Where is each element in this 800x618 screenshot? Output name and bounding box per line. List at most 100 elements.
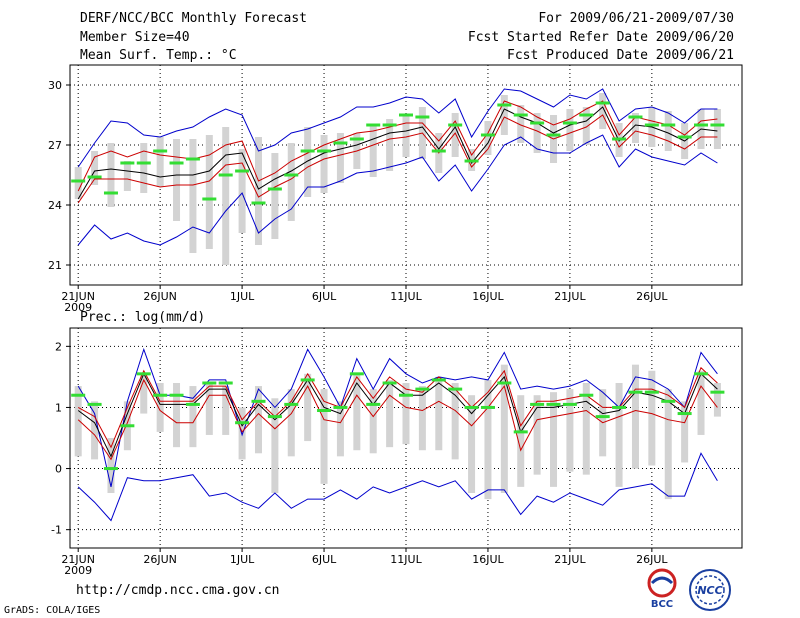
- panel1-y-tick-label: 30: [48, 79, 62, 92]
- panel1-spread-box: [369, 125, 377, 177]
- panel1-spread-box: [189, 139, 197, 253]
- panel1-spread-box: [173, 139, 181, 221]
- panel2-x-year-label: 2009: [64, 564, 92, 577]
- panel1-spread-box: [336, 133, 344, 183]
- panel2-spread-box: [173, 383, 181, 448]
- panel2-spread-box: [205, 383, 213, 435]
- panel2-spread-box: [287, 389, 295, 457]
- panel2-spread-box: [631, 364, 639, 469]
- panel1-spread-box: [500, 95, 508, 135]
- panel1-spread-box: [156, 137, 164, 187]
- panel2-spread-box: [697, 370, 705, 435]
- panel1-spread-box: [451, 113, 459, 157]
- panel2-spread-box: [369, 389, 377, 454]
- panel2-x-tick-label: 1JUL: [230, 553, 255, 566]
- panel2-x-tick-label: 21JUL: [554, 553, 586, 566]
- panel2-x-tick-label: 26JUL: [636, 553, 668, 566]
- panel2-spread-box: [402, 383, 410, 445]
- panel2-line-spread-lower: [77, 378, 718, 461]
- panel2-spread-box: [615, 383, 623, 487]
- panel2-spread-box: [386, 379, 394, 448]
- panel2-x-tick-label: 11JUL: [390, 553, 422, 566]
- panel1-line-ensemble-mean: [77, 106, 718, 200]
- panel2-spread-box: [648, 370, 656, 466]
- panel1-x-tick-label: 1JUL: [230, 290, 255, 303]
- panel1-spread-box: [664, 111, 672, 151]
- panel2-y-tick-label: 1: [55, 401, 62, 414]
- panel1-spread-box: [631, 113, 639, 143]
- panel1-spread-box: [713, 109, 721, 149]
- panel2-spread-box: [713, 383, 721, 417]
- panel1-y-tick-label: 27: [48, 139, 62, 152]
- panel1-spread-box: [254, 137, 262, 245]
- panel2-spread-box: [336, 401, 344, 457]
- panel1-spread-box: [386, 119, 394, 171]
- ncc-logo: NCC: [689, 569, 731, 611]
- panel2-spread-box: [418, 386, 426, 451]
- panel2-frame: [69, 327, 743, 549]
- panel1-x-tick-label: 26JUL: [636, 290, 668, 303]
- panel1-spread-box: [599, 93, 607, 129]
- panel1-spread-box: [566, 109, 574, 151]
- panel2-y-tick-label: 0: [55, 463, 62, 476]
- panel2-spread-box: [304, 373, 312, 442]
- panel1-spread-box: [402, 115, 410, 157]
- panel2-spread-box: [533, 395, 541, 475]
- panel1-spread-box: [140, 143, 148, 193]
- panel1-x-tick-label: 11JUL: [390, 290, 422, 303]
- panel1-spread-box: [74, 167, 82, 199]
- panel1-spread-box: [484, 121, 492, 155]
- panel2-line-spread-upper: [77, 366, 718, 449]
- ncc-logo-text: NCC: [697, 584, 722, 597]
- grads-credit: GrADS: COLA/IGES: [4, 605, 101, 616]
- panel1-x-tick-label: 26JUN: [143, 290, 177, 303]
- panel2-spread-box: [107, 438, 115, 493]
- panel1-spread-box: [205, 135, 213, 249]
- panel1-x-tick-label: 21JUL: [554, 290, 586, 303]
- panel1-line-ensemble-min: [77, 88, 718, 168]
- panel2-spread-box: [681, 401, 689, 463]
- panel2-x-tick-label: 21JUN: [61, 553, 95, 566]
- panel2-y-tick-label: 2: [55, 340, 62, 353]
- panel2-spread-box: [320, 389, 328, 484]
- panel2-spread-box: [500, 364, 508, 493]
- panel1-x-tick-label: 16JUL: [472, 290, 504, 303]
- panel2-spread-box: [664, 389, 672, 500]
- panel2-line-ensemble-max: [77, 347, 718, 488]
- panel1-spread-box: [238, 149, 246, 233]
- panel2-spread-box: [468, 395, 476, 493]
- panel1-spread-box: [582, 107, 590, 145]
- panel2-x-tick-label: 26JUN: [143, 553, 177, 566]
- panel2-spread-box: [140, 373, 148, 414]
- footer-url[interactable]: http://cmdp.ncc.cma.gov.cn: [76, 583, 280, 598]
- bcc-logo: BCC: [647, 568, 677, 610]
- member-size: Member Size=40: [80, 30, 190, 45]
- panel2-spread-box: [582, 383, 590, 475]
- panel2-spread-box: [353, 373, 361, 451]
- panel2-spread-box: [91, 401, 99, 460]
- panel2-spread-box: [254, 386, 262, 454]
- temp-panel-label: Mean Surf. Temp.: °C: [80, 48, 237, 63]
- panel2-spread-box: [566, 389, 574, 472]
- panel2-spread-box: [550, 392, 558, 487]
- panel2-line-ensemble-min: [77, 452, 718, 522]
- panel1-y-tick-label: 24: [48, 199, 62, 212]
- forecast-produced: Fcst Produced Date 2009/06/21: [507, 48, 734, 63]
- panel1-frame: [69, 64, 743, 286]
- panel1-x-tick-label: 21JUN: [61, 290, 95, 303]
- panel1-x-year-label: 2009: [64, 301, 92, 314]
- panel1-spread-box: [91, 151, 99, 185]
- chart-title: DERF/NCC/BCC Monthly Forecast: [80, 11, 307, 26]
- prec-panel-label: Prec.: log(mm/d): [80, 310, 206, 325]
- panel1-line-spread-upper: [77, 100, 718, 192]
- panel2-spread-box: [435, 376, 443, 451]
- panel1-line-spread-lower: [77, 114, 718, 204]
- panel2-spread-box: [271, 398, 279, 493]
- panel1-spread-box: [107, 143, 115, 207]
- forecast-period: For 2009/06/21-2009/07/30: [538, 11, 734, 26]
- panel2-spread-box: [222, 386, 230, 435]
- forecast-started: Fcst Started Refer Date 2009/06/20: [467, 30, 734, 45]
- panel2-y-tick-label: -1: [51, 524, 62, 537]
- panel2-x-tick-label: 16JUL: [472, 553, 504, 566]
